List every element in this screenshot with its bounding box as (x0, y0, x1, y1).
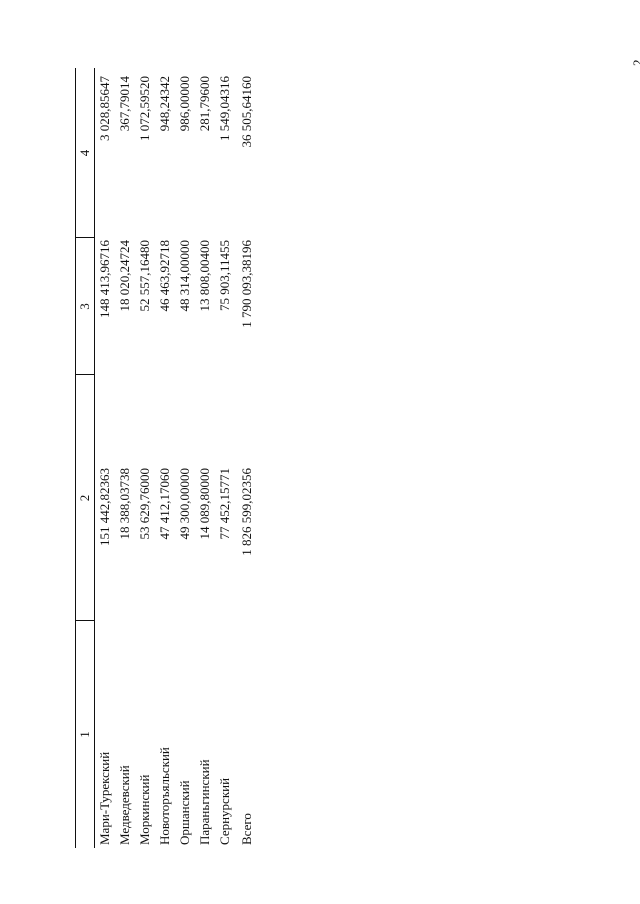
row-morkinsky-column-3: 52 557,16480 (137, 240, 152, 312)
row-orshansky-column-3: 48 314,00000 (177, 240, 192, 312)
row-novotoryalsky-column-3: 46 463,92718 (157, 240, 172, 312)
column-number-2: 2 (77, 494, 92, 502)
row-mari-tureksky-column-2: 151 442,82363 (97, 468, 112, 546)
row-medvedevsky-column-2: 18 388,03738 (117, 468, 132, 540)
row-sernursky-column-4: 1 549,04316 (217, 76, 232, 141)
row-morkinsky-column-2: 53 629,76000 (137, 468, 152, 540)
page-number: 2 (630, 60, 640, 67)
row-morkinsky-name: Моркинский (137, 774, 152, 845)
column-number-4: 4 (77, 149, 92, 157)
row-novotoryalsky-name: Новоторъяльский (157, 747, 172, 845)
row-morkinsky-column-4: 1 072,59520 (137, 76, 152, 141)
row-sernursky-column-2: 77 452,15771 (217, 468, 232, 540)
row-medvedevsky-column-4: 367,79014 (117, 76, 132, 132)
row-sernursky-name: Сернурский (217, 777, 232, 845)
row-orshansky-name: Оршанский (177, 780, 192, 845)
row-medvedevsky-column-3: 18 020,24724 (117, 240, 132, 312)
total-row-column-4: 36 505,64160 (239, 76, 254, 148)
total-row-column-3: 1 790 093,38196 (239, 240, 254, 328)
row-mari-tureksky-name: Мари-Турекский (97, 751, 112, 845)
row-mari-tureksky-column-3: 148 413,96716 (97, 240, 112, 318)
row-medvedevsky-name: Медведевский (117, 765, 132, 845)
row-paranginsky-column-2: 14 089,80000 (197, 468, 212, 540)
column-number-1: 1 (77, 731, 92, 738)
row-paranginsky-column-3: 13 808,00400 (197, 240, 212, 312)
row-sernursky-column-3: 75 903,11455 (217, 240, 232, 312)
row-paranginsky-name: Параньгинский (197, 759, 212, 845)
row-novotoryalsky-column-4: 948,24342 (157, 76, 172, 132)
total-row-column-2: 1 826 599,02356 (239, 468, 254, 556)
row-mari-tureksky-column-4: 3 028,85647 (97, 76, 112, 141)
total-row-name: Всего (239, 813, 254, 845)
row-orshansky-column-4: 986,00000 (177, 76, 192, 132)
column-number-3: 3 (77, 303, 92, 310)
budget-distribution-table: 1 2 3 4 Мари-Турекский 151 442,82363 148… (75, 68, 265, 848)
row-novotoryalsky-column-2: 47 412,17060 (157, 468, 172, 540)
row-orshansky-column-2: 49 300,00000 (177, 468, 192, 540)
row-paranginsky-column-4: 281,79600 (197, 76, 212, 132)
